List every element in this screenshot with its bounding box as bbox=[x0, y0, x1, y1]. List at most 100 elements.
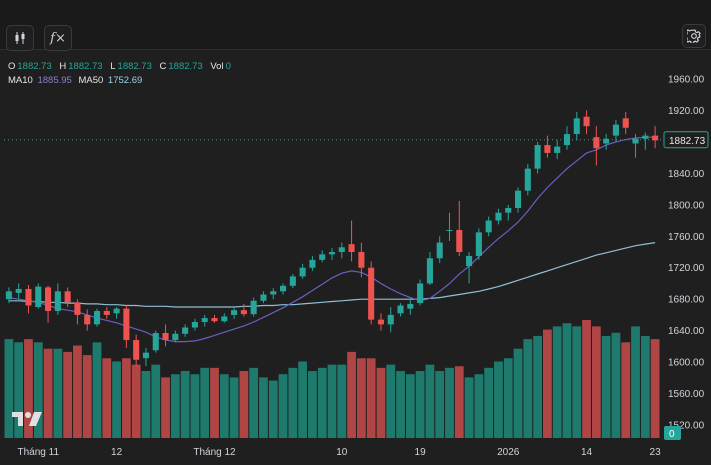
volume-bar bbox=[523, 339, 533, 438]
candle-body[interactable] bbox=[142, 352, 150, 359]
volume-bar bbox=[513, 348, 523, 438]
candle-body[interactable] bbox=[622, 118, 629, 128]
candle-body[interactable] bbox=[583, 116, 590, 127]
candle-body[interactable] bbox=[358, 252, 365, 268]
candle-body[interactable] bbox=[123, 308, 130, 341]
candle-body[interactable] bbox=[289, 276, 296, 286]
volume-bar bbox=[33, 342, 43, 438]
candle-body[interactable] bbox=[632, 138, 639, 144]
candle-body[interactable] bbox=[475, 232, 482, 256]
candle-body[interactable] bbox=[309, 259, 316, 268]
candle-body[interactable] bbox=[182, 327, 189, 334]
candle-body[interactable] bbox=[563, 134, 571, 146]
candle-body[interactable] bbox=[505, 207, 512, 213]
volume-bar bbox=[454, 366, 464, 438]
volume-bar bbox=[170, 374, 180, 438]
candle-body[interactable] bbox=[485, 220, 492, 233]
candle-body[interactable] bbox=[231, 310, 238, 315]
gear-icon bbox=[687, 29, 701, 43]
candle-body[interactable] bbox=[436, 242, 443, 259]
candle-body[interactable] bbox=[319, 254, 326, 260]
candle-body[interactable] bbox=[280, 285, 287, 292]
candle-body[interactable] bbox=[240, 310, 247, 315]
volume-bar bbox=[239, 371, 249, 438]
ma50-line bbox=[8, 242, 656, 308]
candle-body[interactable] bbox=[593, 137, 600, 149]
candle-body[interactable] bbox=[407, 303, 414, 309]
volume-bar bbox=[73, 345, 82, 438]
candle-body[interactable] bbox=[74, 302, 81, 315]
candle-body[interactable] bbox=[103, 310, 110, 315]
candle-body[interactable] bbox=[642, 135, 649, 139]
candlestick-type-button[interactable] bbox=[6, 25, 34, 51]
candle-body[interactable] bbox=[64, 291, 71, 303]
candle-body[interactable] bbox=[652, 135, 659, 141]
candle-body[interactable] bbox=[514, 190, 522, 208]
candle-body[interactable] bbox=[348, 244, 355, 252]
candle-body[interactable] bbox=[544, 145, 551, 153]
candle-body[interactable] bbox=[93, 310, 101, 325]
candle-body[interactable] bbox=[456, 229, 463, 252]
candle-body[interactable] bbox=[152, 332, 159, 351]
volume-bar bbox=[543, 329, 552, 438]
volume-bar bbox=[582, 320, 591, 438]
candle-body[interactable] bbox=[446, 229, 453, 231]
candle-body[interactable] bbox=[603, 138, 610, 144]
candle-body[interactable] bbox=[201, 318, 208, 322]
candle-body[interactable] bbox=[426, 258, 433, 284]
candle-body[interactable] bbox=[387, 314, 394, 325]
volume-bar bbox=[63, 351, 73, 438]
candle-body[interactable] bbox=[172, 333, 179, 341]
candle-body[interactable] bbox=[35, 286, 42, 308]
candle-body[interactable] bbox=[554, 146, 561, 153]
candle-body[interactable] bbox=[113, 308, 120, 314]
high-label: H bbox=[59, 61, 67, 72]
candle-body[interactable] bbox=[54, 291, 61, 311]
candle-body[interactable] bbox=[191, 321, 198, 328]
candle-body[interactable] bbox=[368, 267, 375, 320]
candle-body[interactable] bbox=[260, 294, 267, 301]
volume-bar bbox=[591, 326, 601, 438]
candle-body[interactable] bbox=[15, 288, 22, 293]
candle-body[interactable] bbox=[397, 305, 404, 314]
volume-bar bbox=[102, 358, 112, 438]
candle-body[interactable] bbox=[84, 314, 91, 325]
volume-axis-label: 0 bbox=[669, 429, 675, 440]
candle-body[interactable] bbox=[377, 319, 384, 325]
volume-bar bbox=[337, 364, 347, 438]
candle-body[interactable] bbox=[328, 252, 336, 255]
candle-body[interactable] bbox=[162, 332, 169, 341]
volume-bar bbox=[268, 380, 278, 438]
indicators-button[interactable]: f× bbox=[44, 25, 72, 51]
candle-body[interactable] bbox=[573, 118, 580, 135]
candle-body[interactable] bbox=[299, 267, 306, 277]
volume-bar bbox=[219, 374, 229, 438]
low-label: L bbox=[110, 61, 116, 72]
candle-body[interactable] bbox=[534, 145, 541, 169]
time-tick-label: Tháng 12 bbox=[193, 447, 236, 458]
candle-body[interactable] bbox=[5, 291, 12, 300]
candle-body[interactable] bbox=[133, 340, 140, 360]
candle-body[interactable] bbox=[417, 283, 424, 304]
volume-bar bbox=[82, 355, 92, 438]
candle-body[interactable] bbox=[612, 124, 619, 136]
settings-button[interactable] bbox=[682, 24, 706, 48]
candle-body[interactable] bbox=[524, 168, 531, 191]
candle-body[interactable] bbox=[221, 316, 228, 322]
volume-bar bbox=[249, 367, 259, 438]
high-value: 1882.73 bbox=[68, 61, 103, 72]
volume-bar bbox=[435, 371, 445, 438]
candle-body[interactable] bbox=[466, 255, 473, 267]
candle-body[interactable] bbox=[25, 288, 32, 306]
volume-bar bbox=[650, 339, 660, 438]
volume-bar bbox=[405, 374, 415, 438]
candle-body[interactable] bbox=[211, 318, 218, 322]
ohlc-legend: O 1882.73 H 1882.73 L 1882.73 C 1882.73 Vol 0… bbox=[8, 60, 236, 88]
ma10-value: 1885.95 bbox=[37, 75, 72, 86]
candle-body[interactable] bbox=[250, 300, 257, 315]
candle-body[interactable] bbox=[338, 247, 345, 252]
candle-body[interactable] bbox=[45, 287, 52, 311]
candle-body[interactable] bbox=[495, 212, 502, 221]
candle-body[interactable] bbox=[270, 291, 277, 295]
